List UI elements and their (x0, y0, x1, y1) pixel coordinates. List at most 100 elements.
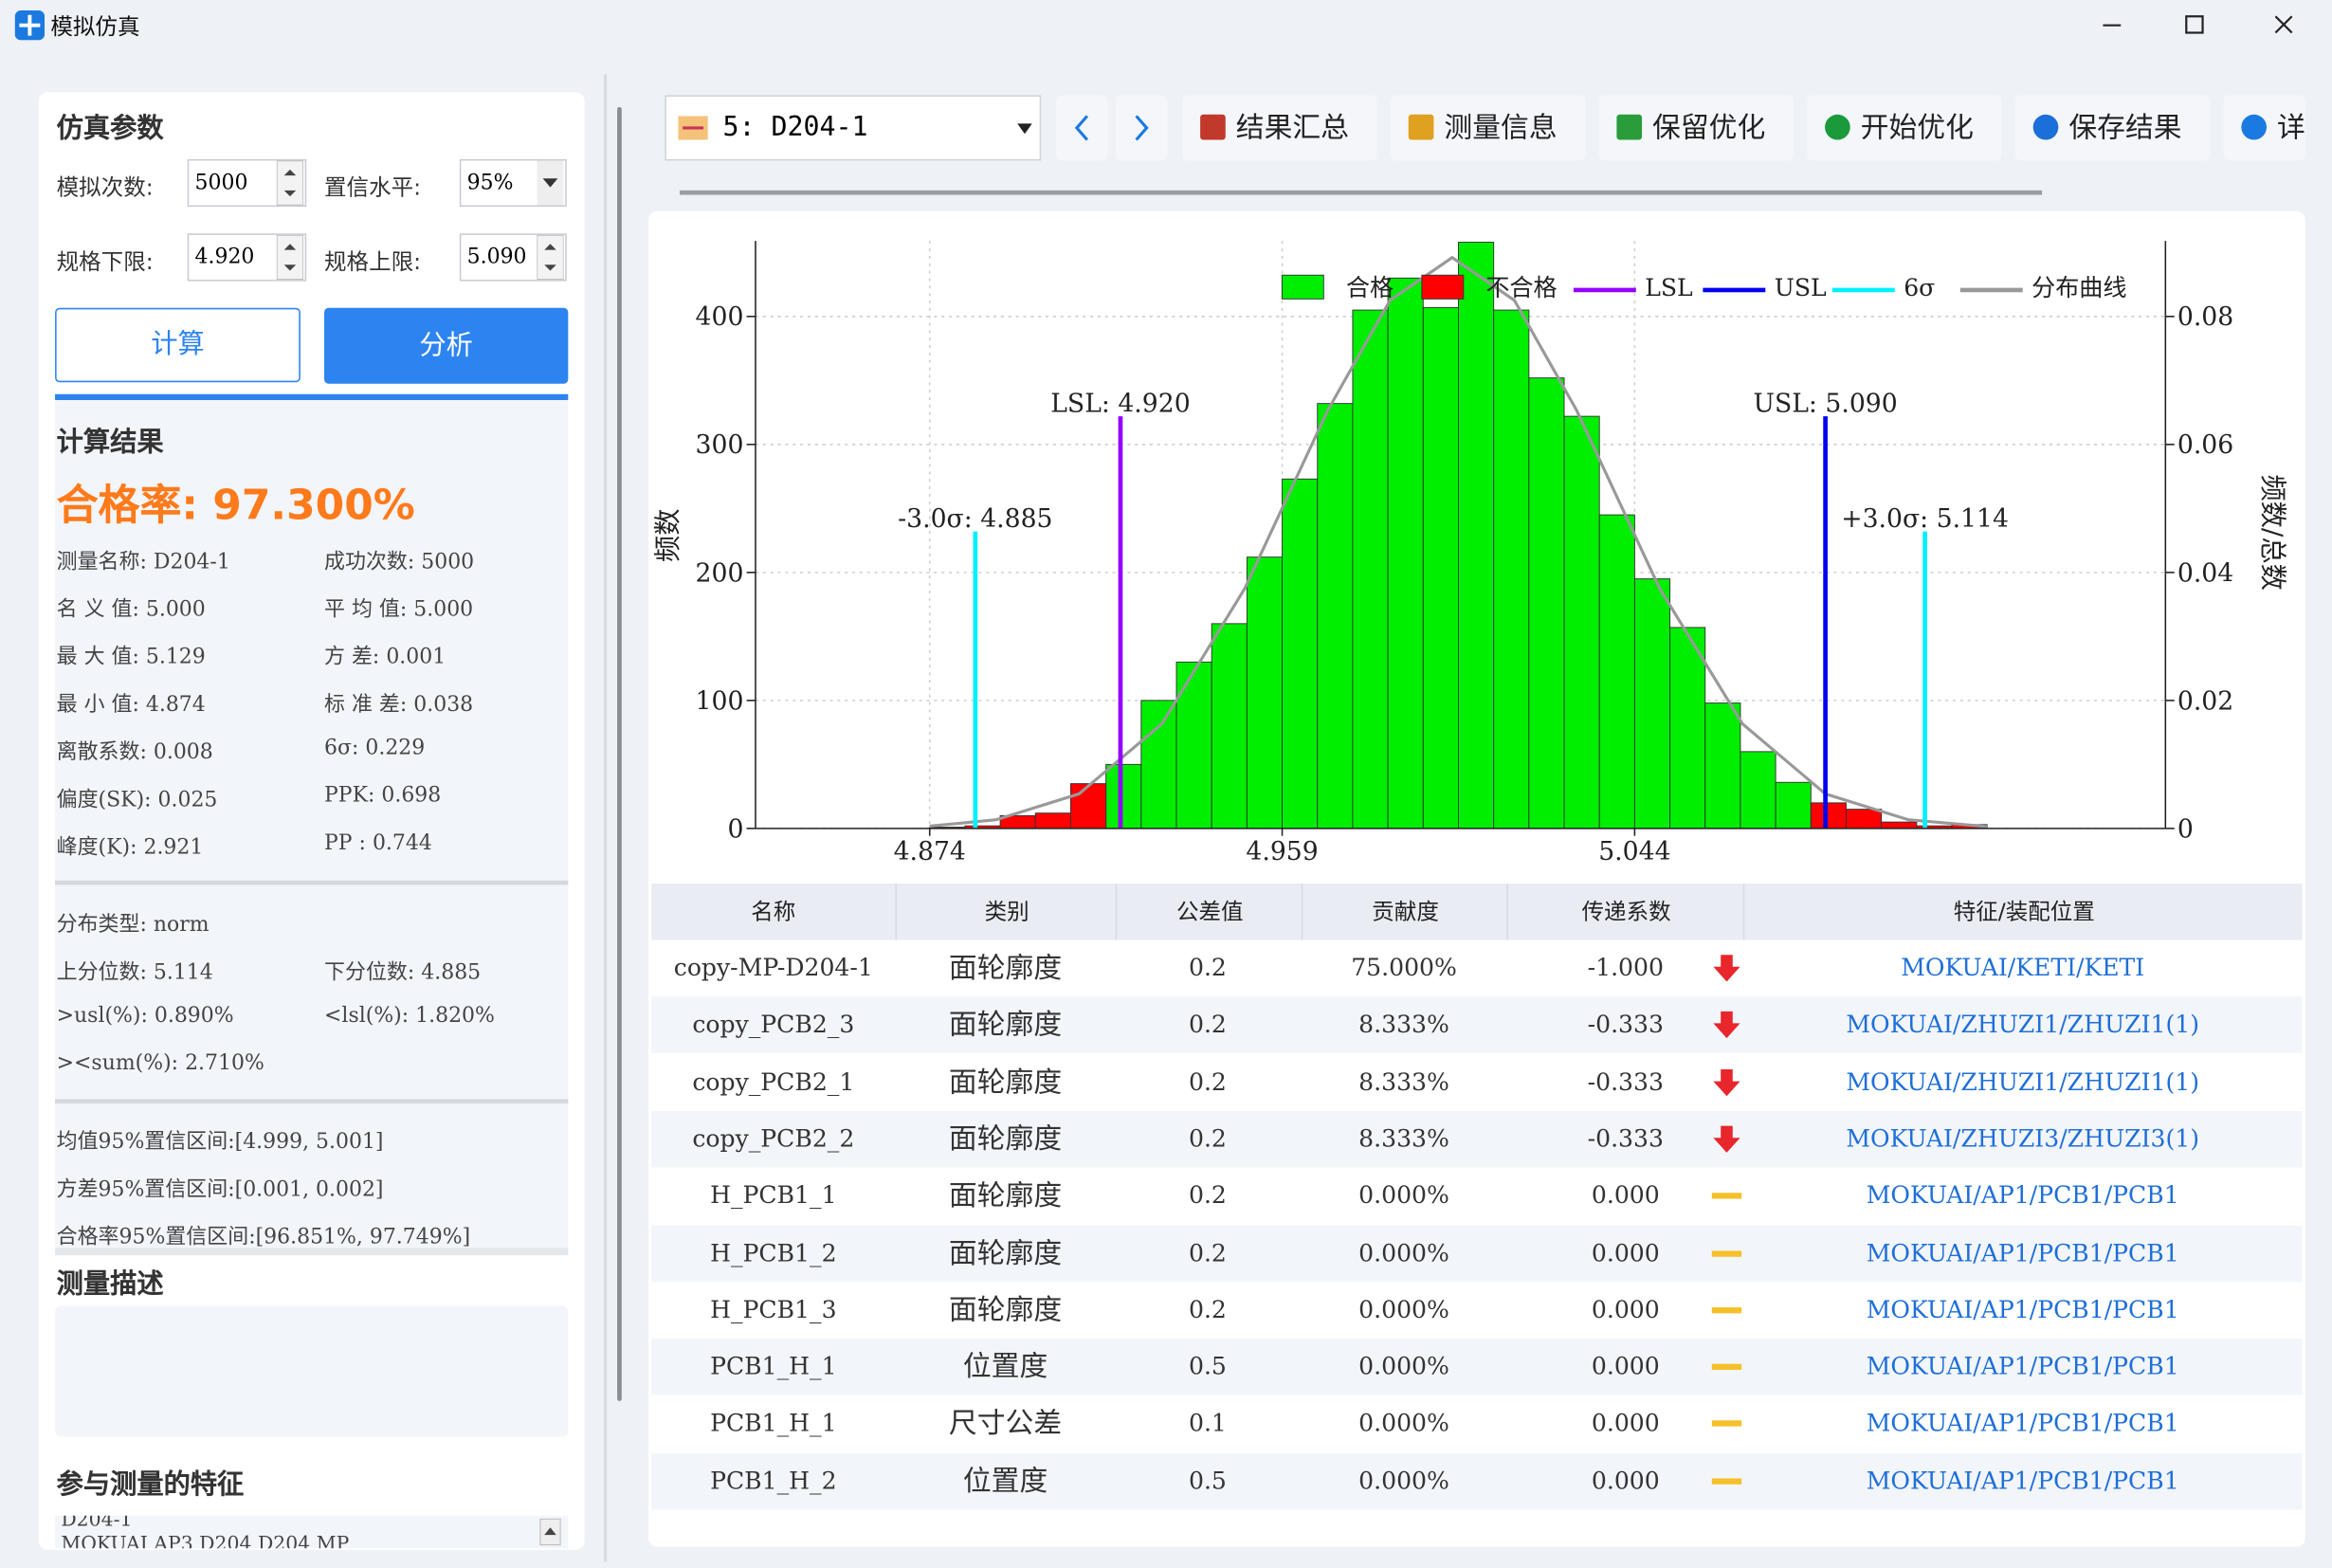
table-cell: 0.5 (1188, 1352, 1227, 1381)
down-arrow-icon (1713, 955, 1740, 982)
section-title: 测量描述 (56, 1268, 164, 1301)
table-cell: 75.000% (1351, 953, 1457, 982)
bar (1810, 802, 1847, 830)
table-row[interactable] (651, 939, 2303, 997)
table-cell: 0.2 (1188, 1295, 1227, 1324)
table-cell: MOKUAI/ZHUZI3/ZHUZI3(1) (1846, 1123, 2200, 1153)
scrollbar (617, 106, 622, 1401)
dropdown-arrow (1017, 123, 1032, 135)
legend-label: 分布曲线 (2031, 274, 2126, 301)
measurement-select[interactable]: 5: D204-1 (665, 95, 1042, 161)
reference-label: -3.0σ: 4.885 (898, 504, 1052, 534)
bar (1175, 661, 1212, 830)
next-button[interactable] (1115, 95, 1168, 161)
y-tick-label: 300 (696, 430, 744, 460)
field-input[interactable]: 5000 (187, 158, 307, 208)
spin-control[interactable] (276, 234, 304, 280)
table-row[interactable] (651, 1395, 2303, 1452)
stat-text: 离散系数: 0.008 (56, 740, 213, 765)
header-cell: 名称 (751, 898, 796, 925)
toolbar-button[interactable]: 保存结果 (2014, 95, 2211, 161)
spin-control[interactable] (276, 160, 304, 206)
header-cell: 特征/装配位置 (1742, 883, 2304, 940)
legend-label: 合格 (1346, 274, 1394, 301)
table-cell: PCB1_H_2 (710, 1466, 837, 1495)
y2-tick-label: 0.02 (2177, 686, 2233, 716)
toolbar-button[interactable]: 测量信息 (1390, 95, 1586, 161)
bar (1846, 809, 1883, 830)
table-cell: PCB1_H_1 (710, 1409, 837, 1438)
analyze-button[interactable]: 分析 (324, 307, 569, 384)
table-cell: 0.000 (1591, 1295, 1660, 1324)
table-cell: 位置度 (962, 1464, 1048, 1498)
down-arrow-icon (1713, 1125, 1740, 1153)
flat-icon (1711, 1420, 1742, 1428)
table-cell: MOKUAI/AP1/PCB1/PCB1 (1866, 1409, 2179, 1438)
table-cell: H_PCB1_1 (710, 1181, 837, 1210)
bar (1034, 812, 1071, 830)
table-row[interactable] (651, 1452, 2303, 1509)
table-cell: 0.000% (1358, 1295, 1449, 1324)
table-cell: 面轮廓度 (948, 1009, 1063, 1042)
table-cell: 0.2 (1188, 1067, 1227, 1096)
table-row[interactable] (651, 1224, 2303, 1282)
stat-text: 上分位数: 5.114 (56, 960, 213, 985)
y2-tick-label: 0.08 (2177, 302, 2233, 332)
flat-icon (1711, 1249, 1742, 1256)
table-cell: 0.2 (1188, 953, 1227, 982)
table-row[interactable] (651, 1167, 2303, 1225)
table-row[interactable] (651, 1053, 2303, 1111)
bar (1775, 781, 1812, 830)
spin-control[interactable] (537, 234, 564, 280)
stat-text: 名 义 值: 5.000 (56, 597, 206, 622)
scroll-up[interactable] (539, 1518, 561, 1546)
table-cell: 面轮廓度 (948, 1179, 1063, 1212)
bar (1881, 821, 1918, 830)
table-cell: -0.333 (1587, 1123, 1664, 1153)
flat-icon (1711, 1306, 1742, 1314)
down-arrow-icon (1713, 1068, 1740, 1096)
legend-swatch (1421, 274, 1465, 300)
table-cell: -0.333 (1587, 1067, 1664, 1096)
table-row[interactable] (651, 1339, 2303, 1395)
bar (1598, 514, 1635, 830)
toolbar-button[interactable]: 保留优化 (1598, 95, 1795, 161)
section-title: 仿真参数 (56, 113, 164, 145)
bar (1633, 578, 1671, 830)
field-input[interactable]: 5.090 (459, 233, 567, 282)
toolbar-button[interactable]: 开始优化 (1807, 95, 2002, 161)
left-panel: 仿真参数 计算 分析 计算结果 合格率: 97.300% 测量描述 参与测量的特… (38, 92, 585, 1550)
table-cell: 8.333% (1358, 1010, 1449, 1039)
description-box[interactable] (55, 1305, 569, 1437)
bar (1246, 556, 1284, 830)
button-label: 详 (2276, 111, 2305, 145)
button-icon (1825, 114, 1850, 140)
bar (1069, 783, 1107, 830)
separator (55, 1248, 569, 1256)
toolbar-button[interactable]: 详 (2223, 95, 2305, 161)
select-icon (678, 116, 708, 140)
toolbar-button[interactable]: 结果汇总 (1182, 95, 1377, 161)
reference-label: USL: 5.090 (1754, 389, 1898, 418)
field-input[interactable]: 4.920 (187, 233, 307, 282)
bar (1105, 763, 1142, 830)
window-controls[interactable] (2082, 9, 2305, 42)
prev-button[interactable] (1055, 95, 1108, 161)
spin-control[interactable] (537, 160, 564, 206)
table-row[interactable] (651, 1282, 2303, 1339)
bar (1669, 627, 1706, 830)
reference-label: +3.0σ: 5.114 (1841, 504, 2009, 534)
feature-item: MOKUAI AP3 D204 D204 MP (61, 1533, 350, 1549)
calc-button[interactable]: 计算 (55, 307, 301, 383)
table-cell: 0.000 (1591, 1238, 1660, 1267)
feature-list[interactable]: D204-1 MOKUAI AP3 D204 D204 MP (55, 1515, 569, 1549)
x-tick-label: 5.044 (1598, 837, 1670, 866)
field-input[interactable]: 95% (459, 158, 567, 208)
table-row[interactable] (651, 996, 2303, 1054)
splitter (603, 74, 608, 1562)
stat-text: <lsl(%): 1.820% (324, 1004, 495, 1029)
table-row[interactable] (651, 1110, 2303, 1168)
table-cell: 面轮廓度 (948, 1122, 1063, 1156)
button-label: 保留优化 (1652, 111, 1766, 145)
